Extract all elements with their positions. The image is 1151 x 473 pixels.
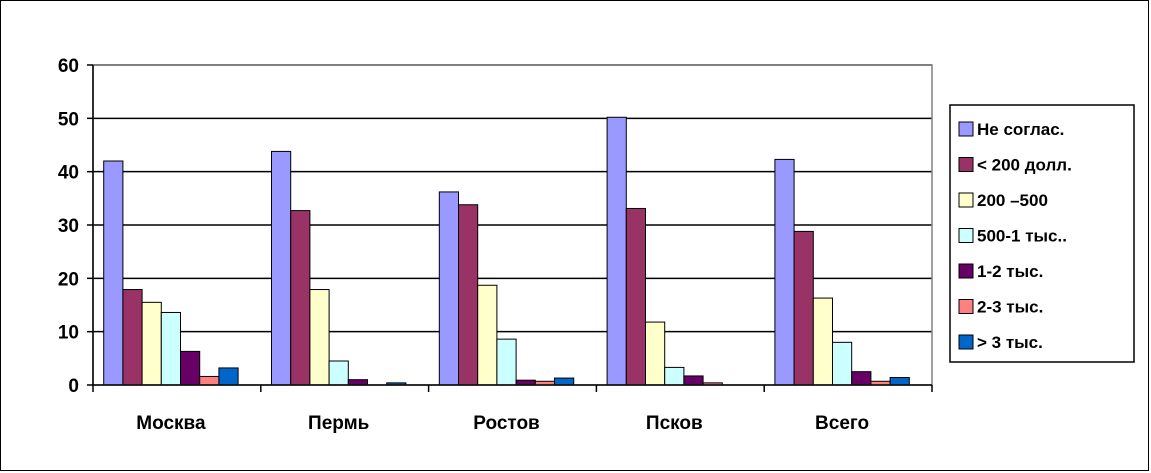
bar-3-7 bbox=[554, 377, 575, 386]
y-tick-label: 60 bbox=[58, 56, 79, 77]
legend-swatch bbox=[958, 334, 974, 350]
legend-label: > 3 тыс. bbox=[977, 333, 1043, 352]
bar-5-1 bbox=[774, 158, 795, 386]
bar-2-5 bbox=[347, 379, 368, 386]
bar-1-4 bbox=[160, 311, 182, 386]
x-tick-label: Москва bbox=[136, 413, 206, 434]
bar-3-1 bbox=[438, 191, 459, 386]
bar-4-5 bbox=[683, 375, 704, 386]
bar-5-4 bbox=[832, 341, 853, 386]
x-tick-label: Пермь bbox=[308, 413, 369, 434]
bar-1-2 bbox=[122, 289, 143, 386]
bar-4-2 bbox=[625, 207, 646, 386]
legend-box bbox=[949, 104, 1135, 363]
x-tick-label: Псков bbox=[646, 413, 703, 434]
legend-label: < 200 долл. bbox=[977, 156, 1072, 175]
bar-5-2 bbox=[793, 230, 814, 386]
legend-swatch bbox=[958, 192, 974, 208]
legend-swatch bbox=[958, 263, 974, 279]
legend-label: 2-3 тыс. bbox=[977, 298, 1043, 317]
bars bbox=[103, 116, 910, 386]
bar-2-2 bbox=[290, 210, 311, 386]
bar-2-3 bbox=[309, 289, 330, 386]
bar-2-1 bbox=[271, 150, 292, 386]
bar-3-4 bbox=[496, 338, 517, 386]
bar-3-3 bbox=[477, 284, 498, 386]
bar-5-3 bbox=[812, 297, 833, 386]
bar-4-1 bbox=[606, 116, 627, 386]
bar-2-4 bbox=[328, 360, 349, 386]
bar-1-7 bbox=[218, 367, 239, 386]
x-axis-ticks: Москва Пермь Ростов Псков Всего bbox=[92, 385, 933, 434]
y-tick-label: 10 bbox=[58, 323, 79, 344]
legend-label: 500-1 тыс.. bbox=[977, 227, 1067, 246]
bar-1-1 bbox=[103, 160, 124, 386]
legend-swatch bbox=[958, 228, 974, 243]
bar-5-7 bbox=[889, 377, 910, 386]
legend-swatch bbox=[958, 157, 974, 172]
bar-1-6 bbox=[199, 375, 220, 386]
bar-1-5 bbox=[180, 350, 201, 386]
bar-4-4 bbox=[664, 366, 685, 386]
y-tick-label: 40 bbox=[58, 163, 79, 184]
x-tick-label: Всего bbox=[815, 413, 869, 434]
legend-label: 1-2 тыс. bbox=[977, 262, 1043, 281]
bar-3-2 bbox=[458, 204, 479, 386]
y-tick-label: 20 bbox=[58, 269, 79, 290]
legend-label: Не соглас. bbox=[977, 120, 1064, 139]
y-tick-label: 30 bbox=[58, 216, 79, 237]
y-axis-ticks: 0 10 20 30 40 50 60 bbox=[58, 56, 93, 397]
bar-5-5 bbox=[851, 371, 872, 386]
y-tick-label: 0 bbox=[68, 376, 79, 397]
legend-label: 200 –500 bbox=[977, 191, 1048, 210]
x-tick-label: Ростов bbox=[473, 413, 539, 434]
legend-swatch bbox=[958, 299, 974, 314]
y-tick-label: 50 bbox=[58, 109, 79, 130]
legend: Не соглас. < 200 долл. 200 –500 500-1 тыс..… bbox=[949, 104, 1135, 363]
bar-1-3 bbox=[141, 301, 162, 386]
bar-4-3 bbox=[645, 321, 666, 386]
legend-swatch bbox=[958, 121, 974, 137]
